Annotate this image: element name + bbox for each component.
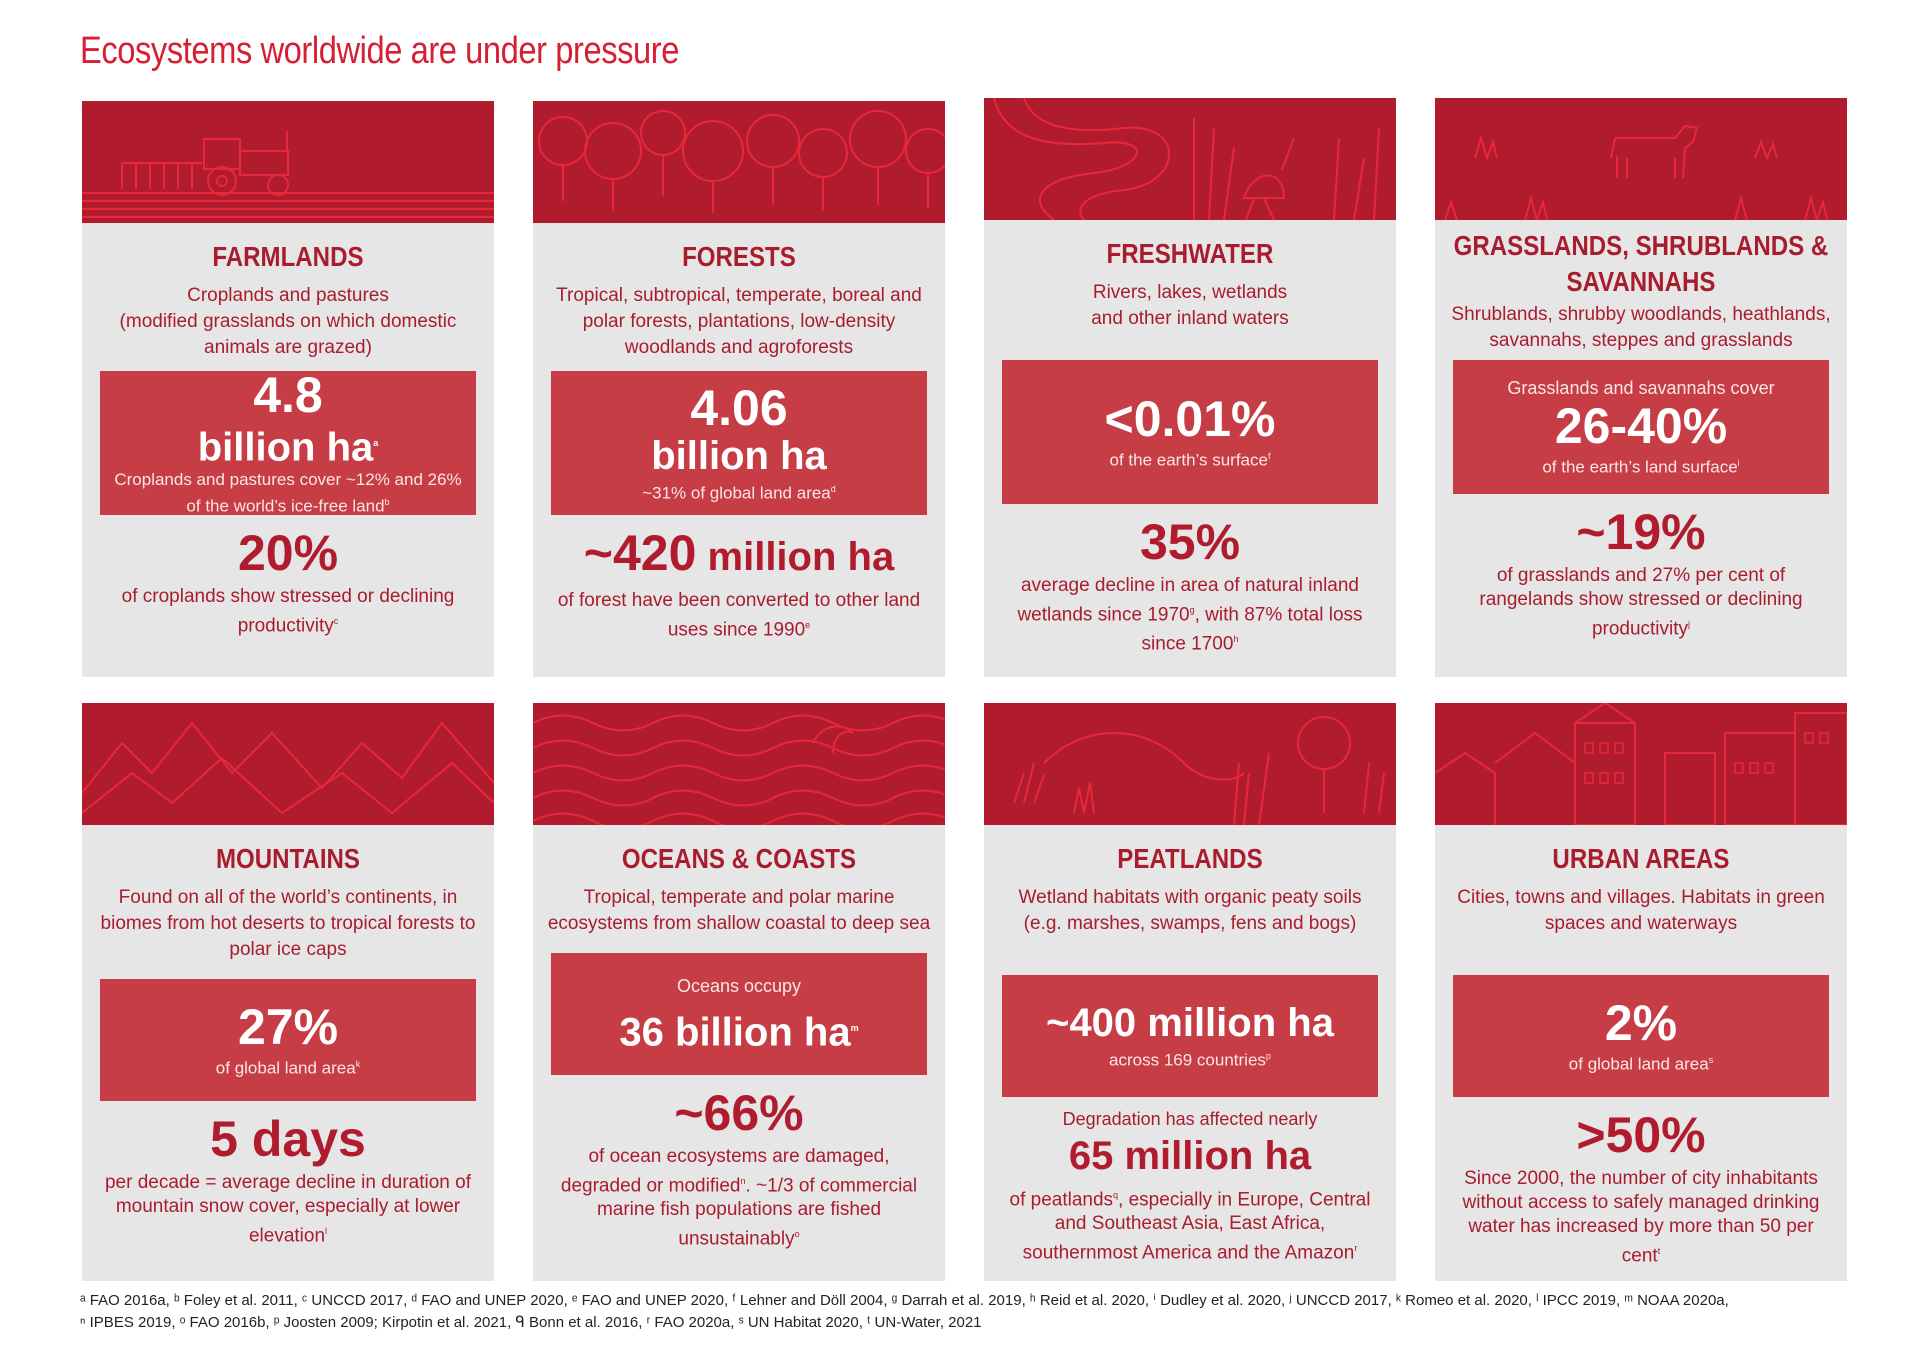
box-value: <0.01% bbox=[1104, 390, 1276, 447]
box-value: 26-40% bbox=[1554, 397, 1728, 454]
stat-pretext: Degradation has affected nearly bbox=[1062, 1109, 1318, 1129]
box-pretext: Oceans occupy bbox=[676, 975, 802, 996]
card-heading: GRASSLANDS, SHRUBLANDS & SAVANNAHS bbox=[1453, 230, 1829, 297]
stat-description: average decline in area of natural inlan… bbox=[1017, 575, 1363, 655]
waves-whale-icon bbox=[533, 703, 945, 825]
card-peatlands: PEATLANDS Wetland habitats with organic … bbox=[984, 703, 1396, 1281]
card-description: Cities, towns and villages. Habitats in … bbox=[1457, 887, 1825, 934]
box-subtext: of the earth’s land surfacei bbox=[1542, 457, 1740, 477]
box-value-unit: billion ha bbox=[651, 433, 827, 478]
card-freshwater: FRESHWATER Rivers, lakes, wetlands and o… bbox=[984, 98, 1396, 677]
box-value-unit: billion haa bbox=[197, 424, 379, 469]
card-forests: FORESTS Tropical, subtropical, temperate… bbox=[533, 101, 945, 677]
river-heron-icon bbox=[984, 98, 1396, 220]
footnote-line: ᵃ FAO 2016a, ᵇ Foley et al. 2011, ᶜ UNCC… bbox=[80, 1292, 1729, 1309]
stat-value: 35% bbox=[1139, 514, 1241, 570]
card-description: Shrublands, shrubby woodlands, heathland… bbox=[1451, 304, 1831, 351]
card-oceans-coasts: OCEANS & COASTS Tropical, temperate and … bbox=[533, 703, 945, 1281]
stat-value: 65 million ha bbox=[1068, 1134, 1312, 1178]
stat-description: of grasslands and 27% per cent of rangel… bbox=[1479, 565, 1803, 640]
stat-value: ~66% bbox=[674, 1085, 804, 1141]
card-heading: FORESTS bbox=[682, 241, 796, 272]
stat-box: ~400 million ha across 169 countriesp bbox=[1002, 975, 1378, 1097]
stat-value: ~19% bbox=[1576, 504, 1706, 560]
footnote-line: ⁿ IPBES 2019, ᵒ FAO 2016b, ᵖ Joosten 200… bbox=[80, 1314, 982, 1331]
card-description: Croplands and pastures (modified grassla… bbox=[119, 285, 457, 358]
card-description: Tropical, temperate and polar marine eco… bbox=[547, 887, 931, 934]
stat-box: 4.06 billion ha ~31% of global land area… bbox=[551, 371, 927, 515]
footnotes: ᵃ FAO 2016a, ᵇ Foley et al. 2011, ᶜ UNCC… bbox=[80, 1290, 1860, 1334]
stat-description: of peatlandsq, especially in Europe, Cen… bbox=[1009, 1189, 1371, 1264]
stat-box: <0.01% of the earth’s surfacef bbox=[1002, 360, 1378, 504]
stat-description: of croplands show stressed or declining … bbox=[121, 586, 455, 637]
card-description: Rivers, lakes, wetlands and other inland… bbox=[1091, 282, 1289, 329]
box-subtext: Croplands and pastures cover ~12% and 26… bbox=[114, 469, 462, 516]
page-title: Ecosystems worldwide are under pressure bbox=[80, 30, 679, 72]
stat-value: ~420 million ha bbox=[583, 525, 895, 581]
card-heading: FRESHWATER bbox=[1106, 238, 1274, 269]
box-subtext: ~31% of global land aread bbox=[642, 483, 836, 503]
stat-box: Grasslands and savannahs cover 26-40% of… bbox=[1453, 360, 1829, 494]
stat-box: Oceans occupy 36 billion ham bbox=[551, 953, 927, 1075]
card-heading: MOUNTAINS bbox=[215, 843, 361, 874]
trees-icon bbox=[533, 101, 945, 223]
stat-description: per decade = average decline in duration… bbox=[104, 1172, 471, 1247]
card-description: Wetland habitats with organic peaty soil… bbox=[1018, 887, 1362, 934]
stat-description: of forest have been converted to other l… bbox=[557, 590, 921, 641]
card-grasslands: GRASSLANDS, SHRUBLANDS & SAVANNAHS Shrub… bbox=[1435, 98, 1847, 677]
card-farmlands: FARMLANDS Croplands and pastures (modifi… bbox=[82, 101, 494, 677]
stat-box: 27% of global land areak bbox=[100, 979, 476, 1101]
box-subtext: of global land areak bbox=[215, 1058, 361, 1078]
box-subtext: of the earth’s surfacef bbox=[1109, 450, 1271, 470]
stat-value: 5 days bbox=[210, 1111, 366, 1167]
box-value: 2% bbox=[1604, 994, 1678, 1051]
box-pretext: Grasslands and savannahs cover bbox=[1507, 377, 1775, 398]
box-subtext: across 169 countriesp bbox=[1109, 1050, 1271, 1070]
card-description: Tropical, subtropical, temperate, boreal… bbox=[556, 285, 922, 358]
card-heading: FARMLANDS bbox=[212, 241, 364, 272]
stat-value: 20% bbox=[237, 525, 339, 581]
buildings-icon bbox=[1435, 703, 1847, 825]
stat-description: of ocean ecosystems are damaged, degrade… bbox=[560, 1146, 918, 1250]
box-value: 36 billion ham bbox=[619, 1010, 859, 1055]
mountains-icon bbox=[82, 703, 494, 825]
card-urban-areas: URBAN AREAS Cities, towns and villages. … bbox=[1435, 703, 1847, 1281]
box-value: 27% bbox=[237, 998, 339, 1055]
card-heading: OCEANS & COASTS bbox=[621, 843, 857, 874]
stat-box: 4.8 billion haa Croplands and pastures c… bbox=[100, 366, 476, 516]
stat-value: >50% bbox=[1576, 1107, 1706, 1163]
card-mountains: MOUNTAINS Found on all of the world’s co… bbox=[82, 703, 494, 1281]
card-heading: URBAN AREAS bbox=[1552, 843, 1730, 874]
card-heading: PEATLANDS bbox=[1117, 843, 1263, 874]
box-value: 4.8 bbox=[253, 366, 323, 423]
stat-box: 2% of global land areas bbox=[1453, 975, 1829, 1097]
cattle-grass-icon bbox=[1435, 98, 1847, 220]
tractor-field-icon bbox=[82, 101, 494, 223]
box-value: 4.06 bbox=[690, 379, 788, 436]
card-description: Found on all of the world’s continents, … bbox=[100, 887, 476, 960]
box-value: ~400 million ha bbox=[1046, 1000, 1334, 1045]
box-subtext: of global land areas bbox=[1568, 1054, 1714, 1074]
wetland-plants-icon bbox=[984, 703, 1396, 825]
stat-description: Since 2000, the number of city inhabitan… bbox=[1462, 1168, 1820, 1267]
